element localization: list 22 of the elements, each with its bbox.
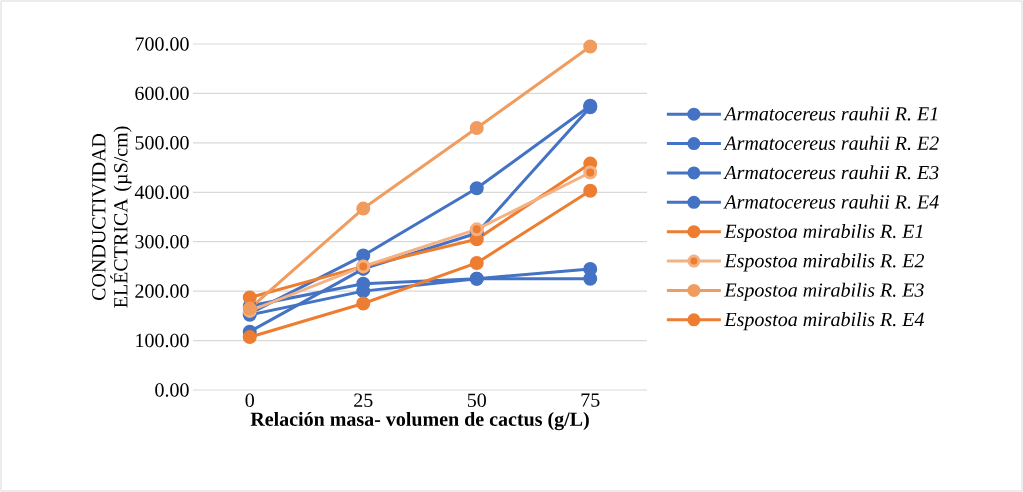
legend-label: Espostoa mirabilis R. E1 xyxy=(724,223,923,243)
legend-label: Espostoa mirabilis R. E4 xyxy=(724,312,924,331)
x-tick-label: 50 xyxy=(467,393,486,408)
y-tick-label: 0.00 xyxy=(155,383,189,397)
legend-label: Espostoa mirabilis R. E3 xyxy=(724,282,924,301)
x-tick-label: 0 xyxy=(245,393,254,408)
legend-label: Armatocereus rauhii R. E4 xyxy=(723,194,939,209)
y-tick-label: 100.00 xyxy=(136,333,189,348)
y-tick-label: 200.00 xyxy=(135,284,189,298)
x-axis-title: Relación masa- volumen de cactus (g/L) xyxy=(250,411,589,431)
y-axis-title: CONDUCTIVIDAD ELÉCTRICA (µS/cm) xyxy=(92,126,132,308)
legend-label: Armatocereus rauhii R. E3 xyxy=(723,165,939,180)
y-tick-label: 600.00 xyxy=(135,86,189,101)
x-tick-label: 75 xyxy=(581,393,600,407)
x-tick-label: 25 xyxy=(354,393,373,407)
y-tick-label: 300.00 xyxy=(135,234,189,249)
y-tick-label: 700.00 xyxy=(135,37,189,51)
y-tick-label: 400.00 xyxy=(134,185,189,200)
legend-label: Espostoa mirabilis R. E2 xyxy=(724,253,924,272)
y-tick-label: 500.00 xyxy=(135,136,189,150)
legend-label: Armatocereus rauhii R. E2 xyxy=(723,135,939,151)
legend-label: Armatocereus rauhii R. E1 xyxy=(723,106,938,121)
